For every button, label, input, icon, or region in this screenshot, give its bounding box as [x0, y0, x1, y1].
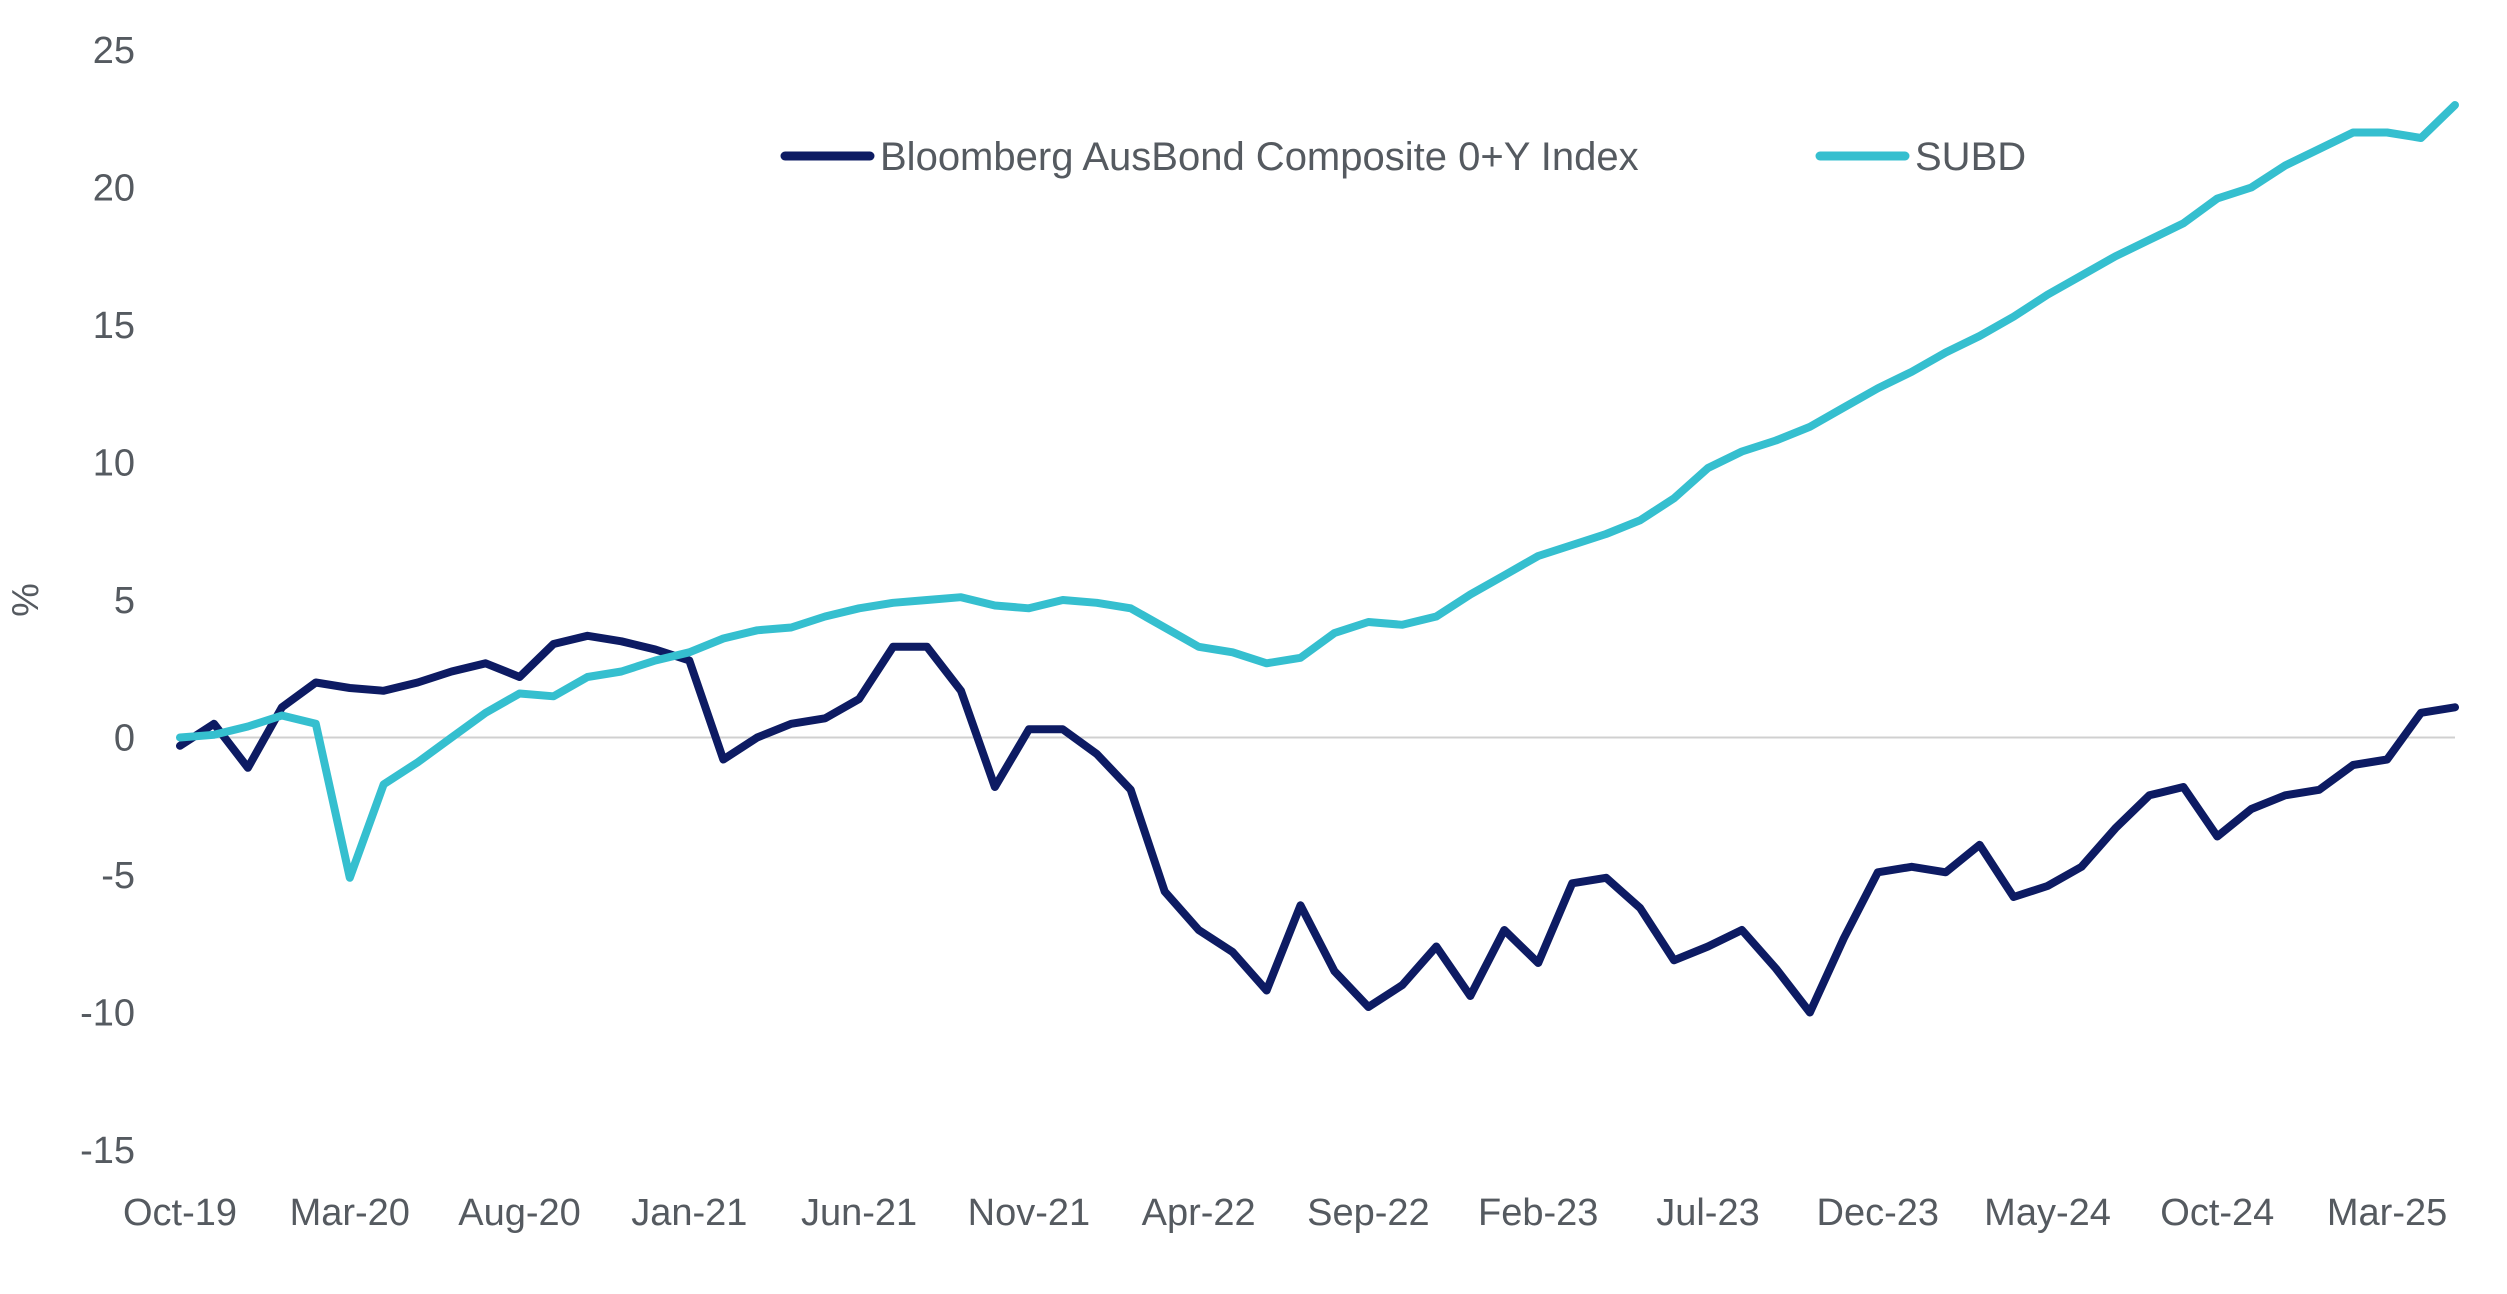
x-tick-label: Mar-25 [2327, 1192, 2447, 1234]
y-tick-label: 25 [93, 30, 135, 72]
x-axis-ticks: Oct-19 Mar-20 Aug-20 Jan-21 Jun-21 Nov-21 Apr-… [123, 1192, 2447, 1234]
x-tick-label: Apr-22 [1142, 1192, 1256, 1234]
x-tick-label: Jul-23 [1656, 1192, 1760, 1234]
y-axis-ticks: 25 20 15 10 5 0 -5 -10 -15 [80, 30, 135, 1172]
x-tick-label: Oct-19 [123, 1192, 237, 1234]
y-tick-label: 10 [93, 443, 135, 485]
y-tick-label: 15 [93, 305, 135, 347]
x-tick-label: Nov-21 [968, 1192, 1091, 1234]
x-tick-label: Jun-21 [801, 1192, 917, 1234]
x-tick-label: Aug-20 [458, 1192, 581, 1234]
series-lines [176, 101, 2459, 1017]
y-tick-label: -5 [101, 855, 135, 897]
series-line-subd [176, 101, 2459, 882]
x-tick-label: Mar-20 [290, 1192, 410, 1234]
x-tick-label: Dec-23 [1817, 1192, 1940, 1234]
y-tick-label: 0 [114, 718, 135, 760]
y-tick-label: -10 [80, 993, 135, 1035]
x-tick-label: May-24 [1984, 1192, 2111, 1234]
x-tick-label: Sep-22 [1307, 1192, 1430, 1234]
y-tick-label: 5 [114, 580, 135, 622]
series-line-bloomberg [176, 631, 2459, 1017]
x-tick-label: Feb-23 [1478, 1192, 1598, 1234]
x-tick-label: Jan-21 [631, 1192, 747, 1234]
y-axis-title: % [5, 583, 47, 617]
legend-label-bloomberg: Bloomberg AusBond Composite 0+Y Index [880, 135, 1639, 179]
x-tick-label: Oct-24 [2160, 1192, 2274, 1234]
legend: Bloomberg AusBond Composite 0+Y Index SU… [780, 135, 2026, 179]
y-tick-label: -15 [80, 1130, 135, 1172]
legend-label-subd: SUBD [1915, 135, 2026, 179]
y-tick-label: 20 [93, 168, 135, 210]
